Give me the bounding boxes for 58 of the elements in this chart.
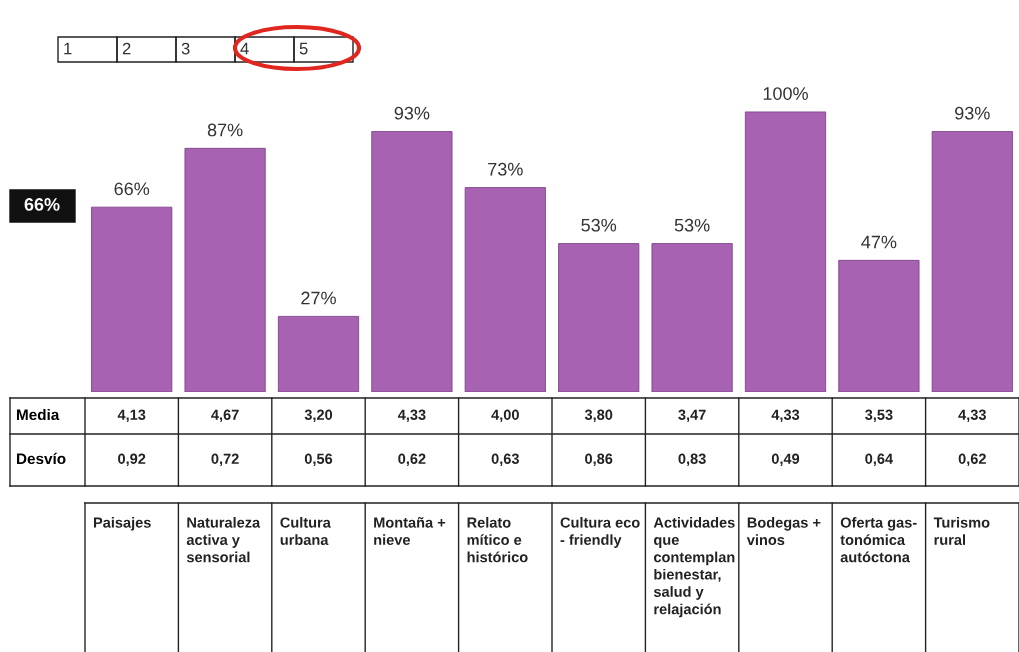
- x-tick-label: Actividades que contemplan bienestar, salud y relajación: [653, 517, 735, 618]
- data-label: 100%: [763, 87, 808, 100]
- text: 3,80: [584, 409, 613, 423]
- data-label: 27%: [301, 291, 336, 305]
- data-label: 93%: [394, 106, 430, 120]
- text: 0,86: [585, 453, 613, 467]
- text: Media: [17, 408, 60, 421]
- text: 66%: [24, 198, 60, 211]
- data-label: 47%: [861, 235, 897, 249]
- text: 3,53: [865, 409, 893, 423]
- x-tick-label: Cultura urbana: [280, 517, 331, 546]
- text: 5: [299, 42, 308, 55]
- bar: [838, 259, 920, 392]
- text: 4,33: [958, 409, 986, 423]
- x-tick-label: Paisajes: [93, 517, 151, 531]
- bar: [744, 111, 827, 392]
- text: 4,13: [117, 409, 146, 423]
- text: 3,20: [304, 409, 333, 423]
- data-label: 53%: [674, 218, 710, 232]
- bar: [558, 243, 640, 392]
- text: 0,62: [958, 453, 986, 467]
- data-label: 53%: [581, 218, 617, 232]
- x-tick-label: Turismo rural: [933, 517, 990, 546]
- text: 1: [64, 42, 72, 55]
- bar: [91, 206, 173, 392]
- text: 4,00: [491, 409, 519, 423]
- x-tick-label: Cultura eco - friendly: [560, 517, 640, 548]
- x-tick-label: Bodegas + vinos: [746, 517, 821, 546]
- bar: [371, 131, 453, 392]
- bar: [277, 315, 360, 392]
- x-tick-label: Oferta gas-tonómica autóctona: [840, 517, 917, 563]
- data-label: 87%: [207, 123, 243, 137]
- text: 3,47: [678, 409, 706, 423]
- text: 0,49: [771, 453, 800, 467]
- text: 0,72: [211, 453, 239, 467]
- text: 4,33: [771, 409, 800, 423]
- text: 0,62: [398, 453, 426, 467]
- text: Desvío: [17, 452, 66, 465]
- text: 4: [240, 42, 249, 55]
- text: 0,83: [678, 453, 706, 467]
- x-tick-label: Naturaleza activa y sensorial: [186, 517, 261, 563]
- data-label: 93%: [955, 106, 990, 120]
- bar: [651, 243, 733, 392]
- bar: [184, 147, 266, 392]
- text: 3: [181, 42, 190, 55]
- data-label: 73%: [488, 162, 523, 176]
- text: 4,67: [211, 409, 239, 423]
- data-label: 66%: [114, 182, 150, 196]
- text: 0,92: [118, 453, 146, 467]
- x-tick-label: Relato mítico e histórico: [467, 517, 528, 563]
- x-tick-label: Montaña + nieve: [374, 517, 446, 546]
- text: 0,56: [304, 453, 333, 467]
- bar: [464, 187, 546, 392]
- text: 0,64: [865, 453, 894, 467]
- text: 2: [122, 42, 131, 55]
- bar: [931, 131, 1013, 392]
- text: 4,33: [397, 409, 426, 423]
- text: 0,63: [491, 453, 519, 467]
